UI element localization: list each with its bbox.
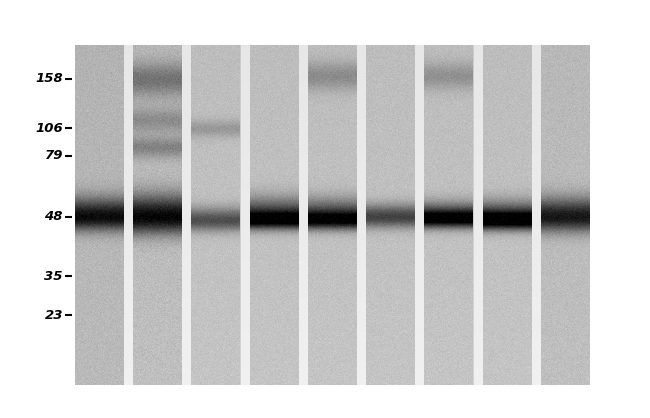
Text: 23: 23 [44,309,63,322]
Text: 158: 158 [35,72,63,86]
Text: 106: 106 [35,122,63,135]
Text: 35: 35 [44,270,63,283]
Text: 48: 48 [44,210,63,223]
Text: 79: 79 [44,149,63,162]
